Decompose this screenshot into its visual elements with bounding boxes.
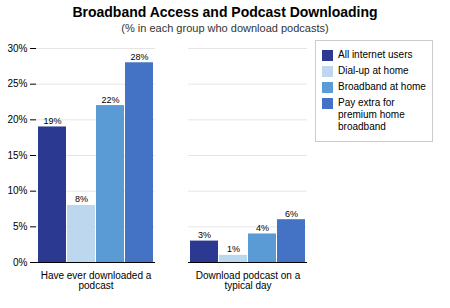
svg-text:3%: 3% [198, 230, 211, 240]
svg-text:8%: 8% [75, 194, 88, 204]
html-text:All internet users: All internet users [338, 49, 413, 60]
html-text:(% in each group who download: (% in each group who download podcasts) [121, 22, 329, 34]
svg-text:6%: 6% [285, 209, 298, 219]
svg-text:15%: 15% [7, 150, 27, 161]
svg-text:Download podcast on atypical d: Download podcast on atypical day [196, 270, 301, 291]
svg-text:Have ever downloaded apodcast: Have ever downloaded apodcast [41, 270, 152, 291]
svg-text:30%: 30% [7, 43, 27, 54]
html-text:Pay extra for premium home bro: Pay extra for premium home broadband [338, 97, 405, 132]
svg-text:25%: 25% [7, 78, 27, 89]
svg-text:20%: 20% [7, 114, 27, 125]
svg-text:28%: 28% [130, 52, 148, 62]
svg-text:22%: 22% [101, 95, 119, 105]
svg-text:1%: 1% [227, 244, 240, 254]
svg-text:0%: 0% [13, 257, 28, 268]
svg-text:4%: 4% [256, 223, 269, 233]
html-text:Broadband at home: Broadband at home [338, 81, 426, 92]
html-text:Broadband Access and Podcast D: Broadband Access and Podcast Downloading [72, 4, 378, 20]
svg-text:5%: 5% [13, 221, 28, 232]
html-text:Dial-up at home: Dial-up at home [338, 65, 409, 76]
svg-text:19%: 19% [43, 116, 61, 126]
svg-text:10%: 10% [7, 185, 27, 196]
